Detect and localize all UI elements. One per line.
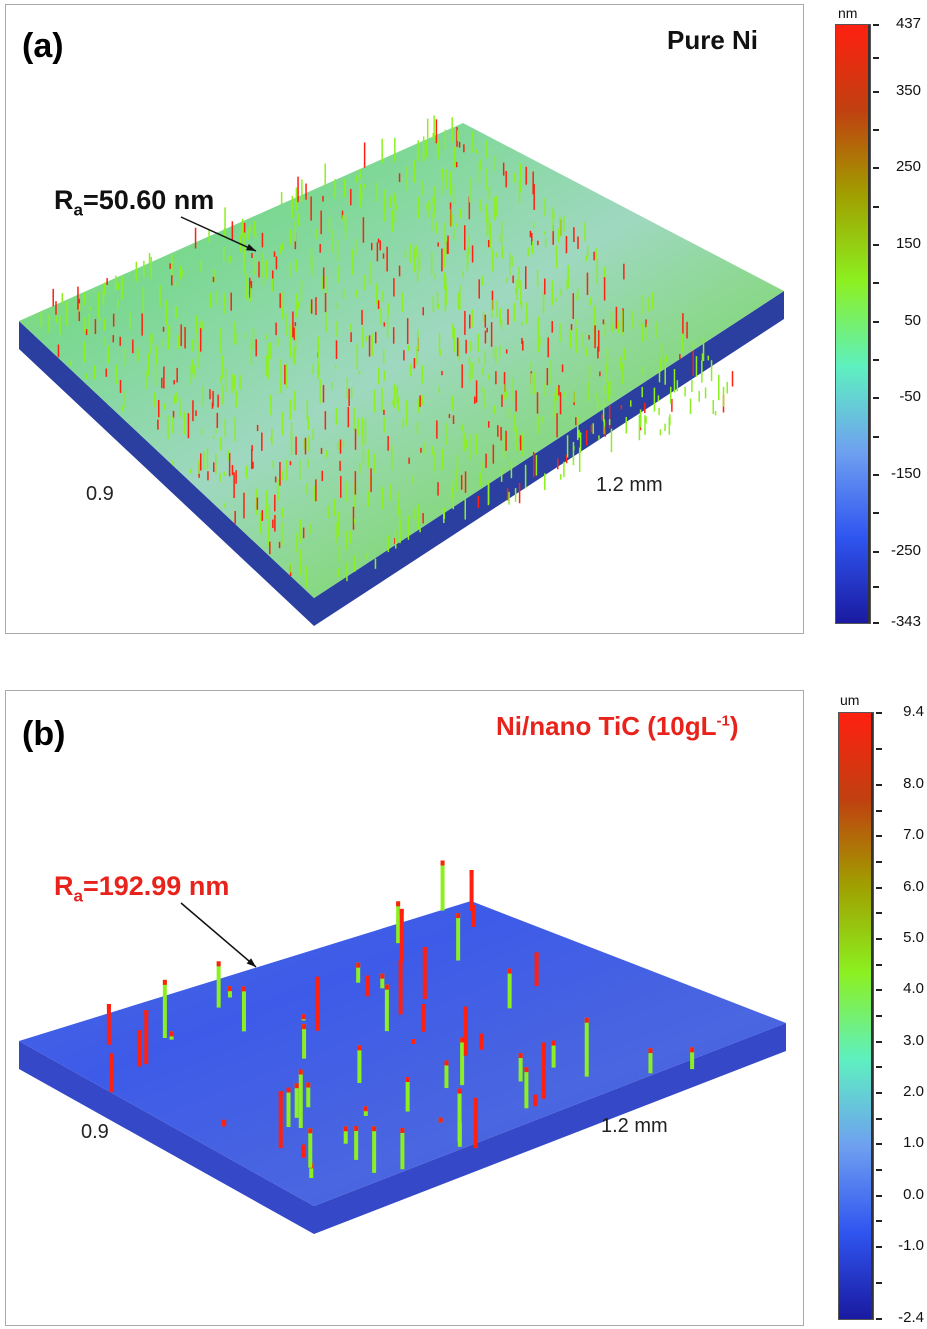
- roughness-symbol: R: [54, 185, 74, 215]
- colorbar-minor-tick: [873, 205, 879, 208]
- colorbar-tick-label: 9.4: [903, 703, 924, 720]
- panel-label: (a): [22, 27, 64, 65]
- colorbar-minor-tick: [876, 1066, 882, 1069]
- title-end: ): [729, 711, 739, 741]
- surface-plot-b: [19, 860, 786, 1234]
- colorbar-tick-label: 2.0: [903, 1083, 924, 1101]
- colorbar-minor-tick: [873, 57, 879, 60]
- axis-label-long: 1.2 mm: [601, 1115, 668, 1137]
- surface-top: [19, 901, 786, 1206]
- panel-title: Pure Ni: [667, 25, 759, 55]
- colorbar-tick-mark: [876, 1143, 882, 1146]
- colorbar-tick-label: 437: [895, 15, 921, 32]
- roughness-subscript: a: [73, 200, 83, 220]
- colorbar-tick-label: -150: [890, 465, 921, 483]
- colorbar-tick-mark: [876, 1092, 882, 1095]
- colorbar-minor-tick: [876, 963, 882, 966]
- colorbar-minor-tick: [876, 1117, 882, 1120]
- colorbar-minor-tick: [873, 586, 879, 589]
- colorbar-tick-mark: [873, 90, 879, 93]
- surface-plot-a: [19, 115, 784, 626]
- surface-side-front: [19, 321, 314, 626]
- panel-label: (b): [22, 715, 66, 753]
- arrow-head: [246, 958, 256, 967]
- axis-label-short: 0.9: [86, 483, 114, 505]
- colorbar-minor-tick: [876, 1282, 882, 1285]
- colorbar-tick-label: -2.4: [898, 1309, 924, 1326]
- colorbar-tick-mark: [873, 474, 879, 477]
- colorbar-tick-mark: [873, 244, 879, 247]
- colorbar-tick-mark: [873, 24, 879, 26]
- colorbar-tick-label: 7.0: [903, 826, 924, 844]
- roughness-label: Ra=192.99 nm: [54, 871, 229, 906]
- colorbar-gradient: [835, 24, 871, 624]
- colorbar-minor-tick: [876, 1015, 882, 1017]
- colorbar-tick-mark: [876, 886, 882, 889]
- panel-b: (b) Ni/nano TiC (10gL-1) Ra=192.99 nm 0.…: [5, 690, 804, 1326]
- colorbar-minor-tick: [873, 359, 879, 362]
- colorbar-tick-label: 50: [904, 311, 921, 329]
- colorbar-tick-mark: [876, 783, 882, 786]
- colorbar-tick-label: -50: [899, 388, 921, 406]
- colorbar-minor-tick: [876, 1169, 882, 1172]
- colorbar-minor-tick: [876, 747, 882, 750]
- colorbar-tick-label: 5.0: [903, 928, 924, 946]
- colorbar-tick-label: 4.0: [903, 980, 924, 998]
- roughness-subscript: a: [73, 886, 83, 906]
- axis-label-short: 0.9: [81, 1121, 109, 1143]
- colorbar-tick-label: 1.0: [903, 1134, 924, 1152]
- colorbar-minor-tick: [873, 282, 879, 285]
- axis-label-long: 1.2 mm: [596, 474, 663, 496]
- colorbar-minor-tick: [873, 435, 879, 438]
- arrow-head: [246, 243, 256, 251]
- panel-title: Ni/nano TiC (10gL-1): [496, 711, 739, 742]
- colorbar-unit: um: [840, 692, 860, 708]
- colorbar-tick-mark: [876, 1318, 882, 1320]
- colorbar-minor-tick: [876, 809, 882, 812]
- colorbar-tick-label: 250: [895, 158, 921, 176]
- colorbar-tick-mark: [876, 937, 882, 940]
- colorbar-tick-mark: [873, 622, 879, 624]
- roughness-value: =192.99 nm: [82, 871, 230, 901]
- colorbar-tick-mark: [876, 989, 882, 992]
- colorbar-tick-label: 0.0: [903, 1185, 924, 1203]
- annotation-arrow: [180, 216, 257, 252]
- colorbar-tick-mark: [876, 1040, 882, 1043]
- colorbar-tick-label: 6.0: [903, 877, 924, 895]
- surface-top: [19, 123, 784, 598]
- roughness-value: =50.60 nm: [82, 185, 215, 215]
- surface-side-front: [19, 1041, 314, 1234]
- colorbar-minor-tick: [873, 129, 879, 132]
- colorbar-tick-label: 350: [895, 81, 921, 99]
- colorbar-tick-mark: [876, 712, 882, 714]
- colorbar-tick-mark: [873, 550, 879, 553]
- surface-side-right: [314, 1023, 786, 1234]
- colorbar-tick-label: -343: [890, 613, 921, 630]
- colorbar-tick-mark: [873, 167, 879, 170]
- surface-side-right: [314, 291, 784, 626]
- colorbar-tick-mark: [873, 320, 879, 323]
- roughness-label: Ra=50.60 nm: [54, 185, 214, 220]
- colorbar-tick-mark: [876, 835, 882, 838]
- panel-a: (a) Pure Ni Ra=50.60 nm 0.9 1.2 mm: [5, 4, 804, 634]
- title-text: Ni/nano TiC (10gL: [496, 711, 717, 741]
- colorbar-tick-label: 3.0: [903, 1031, 924, 1049]
- colorbar-minor-tick: [876, 860, 882, 863]
- colorbar-tick-label: 150: [895, 235, 921, 253]
- annotation-arrow: [180, 902, 257, 968]
- colorbar-tick-mark: [876, 1246, 882, 1249]
- colorbar-tick-label: 8.0: [903, 774, 924, 792]
- colorbar-minor-tick: [873, 512, 879, 515]
- colorbar-tick-label: -1.0: [898, 1237, 924, 1255]
- colorbar-tick-mark: [876, 1194, 882, 1197]
- title-superscript: -1: [716, 712, 730, 730]
- colorbar-gradient: [838, 712, 874, 1320]
- colorbar-unit: nm: [838, 5, 858, 21]
- colorbar-minor-tick: [876, 1220, 882, 1223]
- colorbar-tick-mark: [873, 397, 879, 400]
- colorbar-tick-label: -250: [890, 541, 921, 559]
- colorbar-minor-tick: [876, 912, 882, 915]
- roughness-symbol: R: [54, 871, 74, 901]
